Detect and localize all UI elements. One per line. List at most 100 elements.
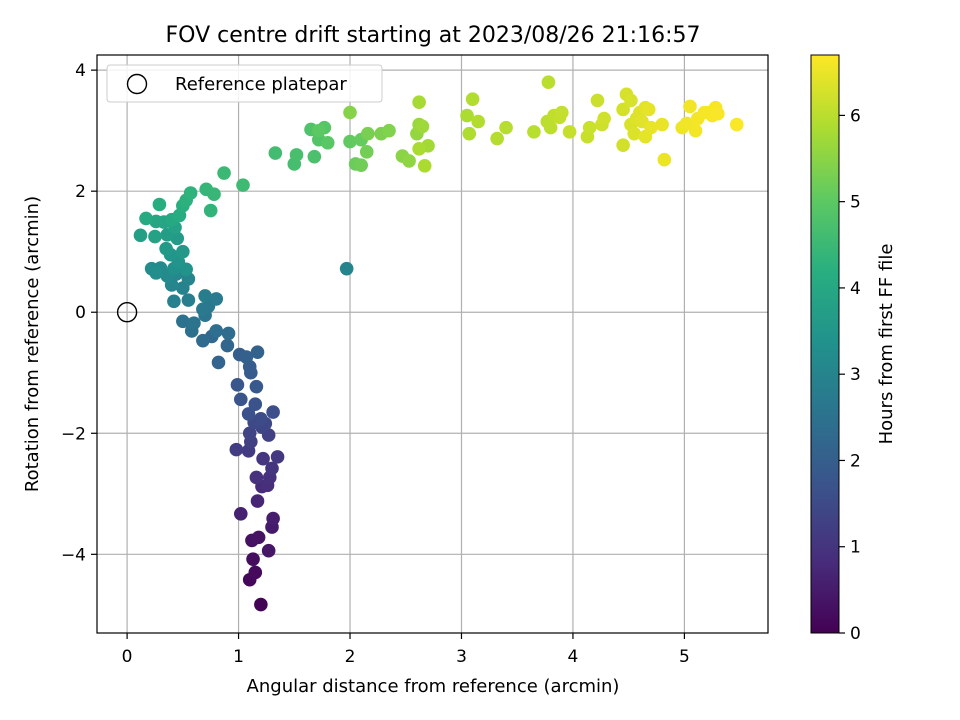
data-point	[644, 120, 658, 135]
data-point	[249, 470, 264, 485]
data-point	[543, 120, 558, 135]
data-point	[159, 241, 173, 256]
data-point	[688, 123, 703, 138]
x-tick-label: 5	[679, 647, 690, 667]
data-point	[242, 426, 257, 441]
data-point	[711, 106, 725, 121]
data-point	[254, 411, 268, 426]
data-point	[196, 333, 210, 348]
data-point	[729, 117, 744, 132]
data-point	[460, 108, 474, 123]
y-tick-label: −2	[61, 424, 86, 444]
data-point	[176, 244, 190, 259]
colorbar-tick-label: 2	[850, 451, 861, 471]
x-axis-label: Angular distance from reference (arcmin)	[247, 676, 620, 697]
data-point	[590, 93, 605, 108]
data-point	[187, 316, 201, 330]
x-axis-ticks: 0 1 2 3 4 5	[122, 633, 690, 667]
data-point	[655, 117, 669, 132]
data-point	[415, 119, 430, 134]
data-point	[133, 228, 148, 243]
legend: Reference platepar	[106, 64, 383, 103]
data-point	[181, 293, 196, 307]
colorbar-tick-label: 5	[850, 193, 861, 213]
data-point	[382, 123, 396, 138]
data-point	[354, 158, 368, 172]
reference-platepar-marker	[116, 302, 138, 323]
data-point	[412, 95, 426, 110]
data-point	[471, 114, 485, 129]
data-point	[361, 126, 375, 141]
data-point	[248, 565, 263, 580]
data-point	[248, 397, 263, 412]
data-point	[270, 450, 285, 464]
x-tick-label: 4	[568, 647, 579, 667]
colorbar	[810, 54, 840, 634]
data-point	[229, 442, 244, 457]
data-point	[230, 378, 245, 392]
data-point	[250, 345, 265, 359]
data-point	[221, 326, 236, 341]
colorbar-ticks: 0 1 2 3 4 5 6	[839, 106, 861, 644]
data-point	[417, 158, 432, 173]
data-point	[148, 229, 162, 244]
x-tick-label: 0	[122, 647, 133, 667]
data-point	[597, 111, 611, 126]
data-point	[289, 148, 304, 162]
colorbar-tick-label: 0	[850, 624, 861, 644]
colorbar-label: Hours from first FF file	[876, 244, 897, 445]
legend-marker-open-circle-icon	[126, 73, 148, 95]
y-tick-label: 2	[75, 182, 86, 202]
data-point	[683, 99, 697, 114]
data-point	[254, 597, 268, 612]
data-point	[266, 511, 280, 526]
y-tick-label: 4	[75, 61, 86, 81]
data-point	[167, 294, 181, 309]
data-point	[246, 552, 260, 566]
data-point	[641, 102, 656, 117]
data-point	[152, 197, 167, 212]
data-point	[554, 105, 569, 120]
data-point	[241, 407, 256, 421]
data-point	[220, 338, 235, 353]
data-point	[236, 178, 250, 192]
data-point	[139, 211, 153, 226]
data-point	[657, 152, 672, 167]
data-point	[616, 138, 630, 152]
data-point	[527, 125, 541, 139]
data-point	[176, 314, 190, 329]
data-point	[239, 350, 254, 364]
data-point	[256, 451, 270, 466]
data-point	[209, 292, 224, 306]
data-point	[624, 93, 638, 108]
data-point	[268, 146, 283, 160]
x-tick-label: 2	[345, 647, 356, 667]
colorbar-tick-label: 1	[850, 538, 861, 558]
data-point	[359, 145, 374, 159]
data-point	[582, 120, 597, 135]
plot-frame	[96, 54, 769, 634]
data-point	[312, 123, 326, 138]
data-point	[490, 131, 504, 146]
data-point	[541, 75, 556, 90]
data-point	[211, 355, 226, 370]
data-point	[343, 134, 357, 149]
data-point	[266, 405, 280, 419]
data-point	[339, 261, 354, 276]
colorbar-tick-label: 3	[850, 365, 861, 385]
data-point	[209, 324, 224, 338]
y-axis-ticks: −4 −2 0 2 4	[61, 61, 97, 565]
data-point	[183, 186, 198, 200]
scatter-points	[116, 75, 744, 612]
data-point	[499, 120, 513, 135]
data-point	[616, 102, 630, 117]
data-point	[412, 142, 426, 156]
data-point	[562, 125, 577, 139]
data-point	[250, 494, 265, 508]
data-point	[196, 302, 210, 316]
data-point	[465, 92, 480, 106]
legend-box	[106, 64, 383, 103]
data-point	[343, 105, 357, 120]
data-point	[198, 289, 212, 303]
